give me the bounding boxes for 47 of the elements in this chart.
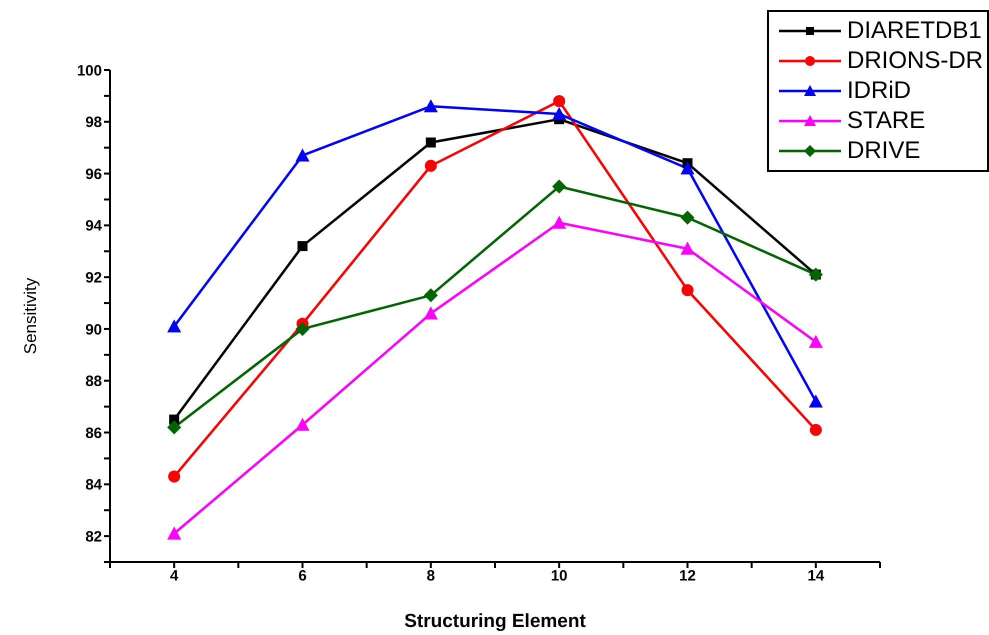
point xyxy=(424,160,437,172)
x-tick-label: 6 xyxy=(298,568,307,585)
point xyxy=(424,99,438,112)
y-tick-label: 82 xyxy=(85,528,102,546)
point xyxy=(424,288,438,302)
y-tick-label: 88 xyxy=(85,373,102,390)
point xyxy=(167,526,182,540)
x-axis-title: Structuring Element xyxy=(404,611,586,632)
legend-label: STARE xyxy=(847,107,926,135)
y-tick-label: 92 xyxy=(85,269,102,286)
legend-label: IDRiD xyxy=(847,77,911,105)
point xyxy=(552,180,566,194)
point xyxy=(808,394,823,408)
point xyxy=(552,107,566,120)
x-tick-label: 14 xyxy=(807,568,825,585)
point xyxy=(296,148,310,162)
y-tick-label: 96 xyxy=(85,166,102,183)
legend-label: DIARETDB1 xyxy=(847,17,982,45)
point xyxy=(424,306,438,320)
point xyxy=(296,418,310,431)
y-tick-label: 84 xyxy=(85,476,103,494)
point xyxy=(296,322,310,336)
y-tick-label: 100 xyxy=(76,62,102,80)
y-axis-title: Sensitivity xyxy=(21,277,40,354)
point xyxy=(810,424,822,436)
point xyxy=(426,138,436,148)
y-tick-label: 98 xyxy=(85,114,102,132)
point xyxy=(168,470,180,483)
point xyxy=(680,161,694,174)
point xyxy=(680,210,694,225)
x-tick-label: 10 xyxy=(550,568,568,585)
point xyxy=(680,242,694,255)
point xyxy=(553,95,566,108)
legend-label: DRIONS-DR xyxy=(847,47,983,75)
x-tick-label: 12 xyxy=(679,568,696,585)
point xyxy=(552,216,566,229)
y-tick-label: 90 xyxy=(85,321,102,338)
legend-label: DRIVE xyxy=(847,137,920,165)
point xyxy=(682,284,694,296)
x-tick-label: 4 xyxy=(170,568,179,585)
point xyxy=(167,319,182,332)
y-tick-label: 94 xyxy=(85,218,103,235)
point xyxy=(298,241,308,252)
y-tick-label: 86 xyxy=(85,424,102,442)
x-tick-label: 8 xyxy=(426,568,436,585)
point xyxy=(167,420,182,434)
point xyxy=(808,334,823,348)
